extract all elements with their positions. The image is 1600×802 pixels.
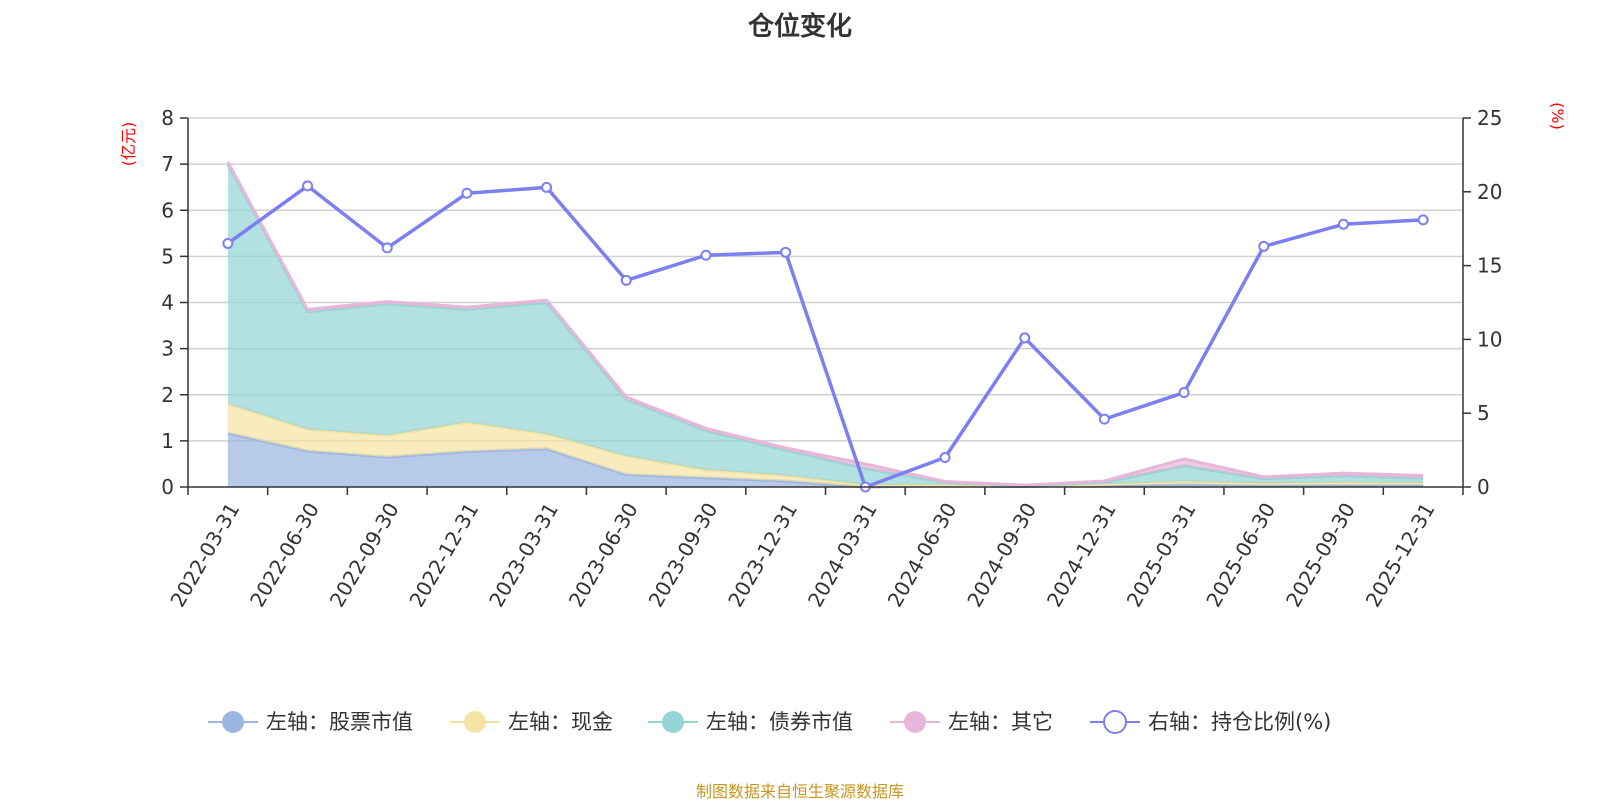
legend-label: 左轴：债券市值 — [706, 710, 853, 734]
area-edge-series-3 — [226, 161, 1424, 487]
x-axis-tick-label: 2025-06-30 — [1201, 499, 1280, 612]
left-axis-tick-label: 6 — [161, 198, 174, 222]
x-axis-tick-label: 2024-12-31 — [1042, 499, 1121, 612]
left-axis-tick-label: 7 — [161, 152, 174, 176]
right-axis-unit: (%) — [1548, 102, 1567, 130]
left-axis-tick-label: 2 — [161, 383, 174, 407]
area-series-2 — [227, 164, 1424, 487]
ratio-point — [302, 180, 314, 192]
left-axis-tick-label: 0 — [161, 475, 174, 499]
ratio-line — [226, 184, 1424, 489]
left-axis-tick-label: 1 — [161, 429, 174, 453]
right-axis-tick-label: 25 — [1477, 106, 1502, 130]
x-axis-tick-label: 2022-09-30 — [325, 499, 404, 612]
legend-label: 左轴：其它 — [948, 710, 1053, 734]
legend: 左轴：股票市值 左轴：现金 左轴：债券市值 左轴：其它 右轴：持仓比例(%) — [208, 710, 1331, 734]
x-axis-tick-label: 2023-09-30 — [644, 499, 723, 612]
legend-marker — [464, 711, 486, 733]
chart-title: 仓位变化 — [747, 12, 852, 42]
left-axis-tick-label: 4 — [161, 291, 174, 315]
area-series-0 — [227, 433, 1424, 487]
x-axis-tick-label: 2023-06-30 — [564, 499, 643, 612]
ratio-point — [222, 237, 234, 249]
right-axis-tick-label: 0 — [1477, 475, 1490, 499]
ratio-point — [381, 242, 393, 254]
legend-label: 右轴：持仓比例(%) — [1148, 710, 1331, 734]
right-axis-tick-label: 15 — [1477, 254, 1502, 278]
left-axis-tick-label: 8 — [161, 106, 174, 130]
left-axis-unit: (亿元) — [119, 122, 138, 167]
right-axis-tick-label: 5 — [1477, 401, 1490, 425]
legend-label: 左轴：现金 — [508, 710, 613, 734]
x-axis-tick-label: 2025-09-30 — [1281, 499, 1360, 612]
ratio-point — [1337, 218, 1349, 230]
x-axis-tick-label: 2024-03-31 — [803, 499, 882, 612]
ratio-point — [1019, 332, 1031, 344]
line-layer — [222, 180, 1429, 493]
left-axis-tick-label: 5 — [161, 244, 174, 268]
legend-marker — [1103, 710, 1127, 734]
ratio-point — [939, 451, 951, 463]
x-axis-tick-label: 2024-06-30 — [883, 499, 962, 612]
ratio-point — [1417, 214, 1429, 226]
ratio-point — [1258, 240, 1270, 252]
right-axis-tick-label: 20 — [1477, 180, 1502, 204]
x-axis-tick-label: 2022-03-31 — [165, 499, 244, 612]
ratio-point — [620, 274, 632, 286]
x-axis-tick-label: 2022-06-30 — [245, 499, 324, 612]
right-axis-tick-label: 10 — [1477, 327, 1502, 351]
ratio-point — [461, 187, 473, 199]
area-layer — [226, 161, 1424, 489]
x-axis-tick-label: 2025-12-31 — [1361, 499, 1440, 612]
legend-marker — [662, 711, 684, 733]
area-series-1 — [227, 403, 1424, 487]
data-source-note: 制图数据来自恒生聚源数据库 — [695, 782, 904, 801]
ratio-point — [541, 181, 553, 193]
legend-marker — [904, 711, 926, 733]
left-axis-tick-label: 3 — [161, 337, 174, 361]
x-axis-tick-label: 2024-09-30 — [962, 499, 1041, 612]
ratio-point — [780, 246, 792, 258]
ratio-point — [1098, 413, 1110, 425]
legend-label: 左轴：股票市值 — [266, 710, 413, 734]
x-axis-tick-label: 2025-03-31 — [1122, 499, 1201, 612]
x-axis-tick-label: 2023-03-31 — [484, 499, 563, 612]
ratio-point — [1178, 387, 1190, 399]
x-axis-tick-label: 2023-12-31 — [723, 499, 802, 612]
x-axis-tick-label: 2022-12-31 — [404, 499, 483, 612]
legend-marker — [222, 711, 244, 733]
ratio-point — [700, 249, 712, 261]
